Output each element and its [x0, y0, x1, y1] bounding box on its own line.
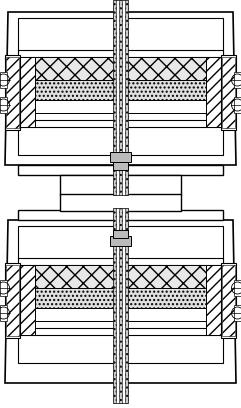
Bar: [18, 265, 35, 335]
Bar: [0, 280, 7, 296]
Bar: [35, 321, 206, 328]
Bar: [234, 280, 241, 296]
Bar: [234, 72, 241, 88]
Bar: [5, 263, 20, 338]
Bar: [116, 0, 119, 195]
Polygon shape: [5, 12, 236, 165]
Bar: [18, 328, 223, 335]
Bar: [122, 0, 125, 195]
Bar: [18, 165, 223, 175]
Bar: [60, 175, 181, 195]
Bar: [221, 55, 236, 130]
Bar: [35, 57, 206, 80]
Bar: [221, 263, 236, 338]
Bar: [122, 208, 125, 403]
Bar: [18, 210, 223, 220]
Bar: [18, 50, 223, 57]
Bar: [234, 305, 241, 321]
Polygon shape: [5, 220, 236, 383]
Bar: [6, 265, 19, 336]
Bar: [222, 265, 235, 336]
Bar: [35, 113, 206, 120]
Bar: [110, 152, 131, 162]
Bar: [35, 100, 206, 113]
Bar: [6, 57, 19, 128]
Bar: [113, 230, 128, 238]
Bar: [35, 308, 206, 321]
Bar: [222, 57, 235, 128]
Bar: [18, 226, 223, 363]
Bar: [113, 0, 128, 195]
Bar: [234, 97, 241, 113]
Bar: [35, 80, 206, 100]
Bar: [18, 258, 223, 265]
Bar: [18, 120, 223, 127]
Bar: [113, 162, 128, 170]
Bar: [0, 97, 7, 113]
Bar: [35, 265, 206, 288]
Bar: [206, 57, 223, 127]
Bar: [110, 236, 131, 246]
Bar: [206, 265, 223, 335]
Bar: [113, 208, 128, 403]
Bar: [5, 55, 20, 130]
Bar: [35, 288, 206, 308]
Bar: [18, 18, 223, 155]
Bar: [18, 57, 35, 127]
Bar: [116, 208, 119, 403]
Bar: [0, 72, 7, 88]
Bar: [0, 305, 7, 321]
Bar: [60, 194, 181, 211]
